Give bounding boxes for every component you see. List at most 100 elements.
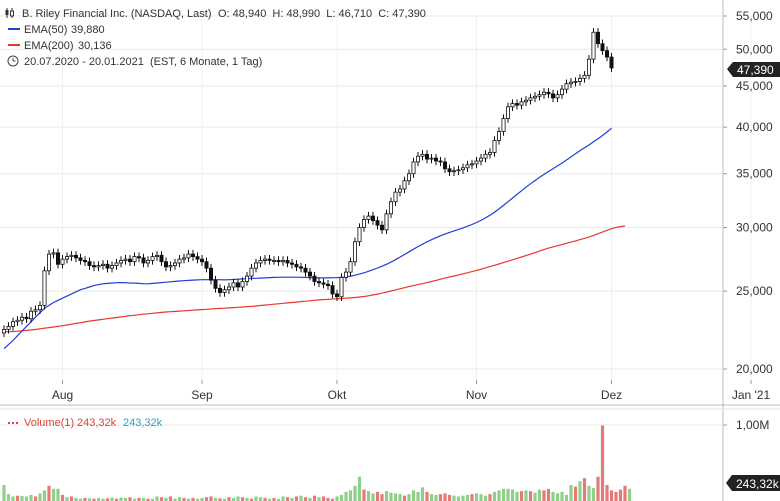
- volume-bar: [587, 485, 591, 501]
- volume-bar: [321, 496, 326, 501]
- volume-badge-value: 243,32k: [736, 477, 780, 491]
- candle-body: [429, 157, 434, 160]
- volume-bar: [150, 498, 155, 501]
- candle-body: [596, 31, 601, 45]
- candle-body: [343, 271, 348, 278]
- volume-bar: [533, 492, 537, 501]
- volume-bar: [195, 498, 200, 501]
- volume-bars: [2, 425, 632, 501]
- ema200-label: EMA(200): [24, 40, 74, 52]
- candle-body: [222, 289, 227, 293]
- candle-body: [15, 319, 20, 323]
- candle-icon: [5, 8, 14, 18]
- ema50-path: [3, 127, 612, 350]
- volume-bar: [317, 497, 321, 501]
- last-price-value: 47,390: [737, 63, 774, 77]
- volume-bar: [375, 491, 380, 501]
- volume-bar: [420, 487, 425, 501]
- volume-bar: [74, 497, 78, 501]
- volume-bar: [209, 496, 213, 501]
- candle-body: [393, 191, 398, 203]
- volume-bar: [546, 488, 551, 501]
- volume-bar: [254, 496, 258, 501]
- volume-bar: [582, 478, 587, 501]
- volume-bar: [344, 491, 348, 501]
- candle-body: [519, 101, 524, 106]
- candle-body: [501, 118, 506, 132]
- volume-bar: [623, 485, 627, 501]
- candle-body: [119, 260, 124, 264]
- volume-bar: [204, 497, 209, 501]
- price-axis: 20,000 25,000 30,000 35,000 40,000 45,000 50,0…: [723, 9, 773, 376]
- volume-bar: [506, 488, 510, 501]
- candle-body: [370, 215, 375, 222]
- volume-bar: [218, 498, 222, 501]
- volume-bar: [92, 498, 96, 501]
- candle-body: [578, 77, 583, 82]
- volume-bar: [294, 496, 299, 501]
- volume-bar: [443, 493, 447, 501]
- volume-bar: [11, 496, 15, 501]
- volume-bar: [24, 496, 29, 501]
- volume-bar: [564, 494, 569, 501]
- candle-body: [424, 153, 429, 160]
- candle-body: [582, 74, 587, 79]
- volume-bar: [407, 494, 411, 501]
- volume-bar: [276, 498, 281, 501]
- candle-body: [483, 153, 488, 159]
- price-tick-label: 30,000: [736, 221, 773, 235]
- clock-icon: [7, 55, 19, 67]
- volume-bar: [371, 493, 375, 501]
- candle-body: [474, 160, 479, 165]
- candle-body: [244, 275, 249, 282]
- volume-bar: [348, 490, 353, 501]
- time-tick-label: Okt: [328, 388, 347, 402]
- candle-body: [348, 261, 353, 273]
- volume-bar: [425, 491, 429, 501]
- candle-body: [217, 287, 222, 293]
- candle-body: [528, 97, 533, 101]
- ema50-line: [3, 127, 612, 350]
- volume-bar: [137, 497, 141, 501]
- candle-body: [388, 201, 393, 215]
- ema200-value: 30,136: [78, 40, 112, 52]
- candle-body: [271, 260, 276, 262]
- volume-bar: [155, 496, 159, 501]
- candle-body: [447, 168, 452, 173]
- candle-body: [110, 265, 115, 269]
- date-range: 20.07.2020 - 20.01.2021: [24, 56, 144, 68]
- last-price-badge: 47,390: [727, 62, 780, 77]
- candle-body: [469, 163, 474, 166]
- candle-body: [533, 95, 538, 99]
- volume-bar: [591, 488, 596, 501]
- candle-body: [312, 275, 317, 282]
- volume-bar: [312, 495, 317, 501]
- candle-body: [587, 58, 592, 76]
- candle-body: [199, 258, 204, 263]
- volume-bar: [123, 497, 128, 501]
- volume-bar: [429, 494, 434, 501]
- candle-body: [280, 260, 285, 263]
- candle-body: [366, 215, 371, 220]
- volume-bar: [33, 496, 38, 501]
- volume-bar: [227, 497, 231, 501]
- time-tick-label: Aug: [52, 388, 73, 402]
- candle-body: [28, 310, 33, 320]
- volume-bar: [353, 485, 357, 501]
- candle-body: [2, 329, 7, 334]
- candle-body: [60, 258, 65, 265]
- volume-bar: [609, 490, 614, 501]
- volume-bar: [362, 489, 366, 501]
- volume-bar: [380, 494, 384, 501]
- candle-body: [546, 91, 551, 95]
- volume-bar: [110, 497, 114, 501]
- candle-body: [123, 258, 128, 261]
- volume-bar: [258, 497, 263, 501]
- volume-bar: [497, 490, 501, 501]
- candle-body: [564, 83, 569, 90]
- candle-body: [397, 188, 402, 193]
- volume-bar: [299, 495, 303, 501]
- volume-bar: [335, 496, 339, 501]
- volume-bar: [182, 497, 186, 501]
